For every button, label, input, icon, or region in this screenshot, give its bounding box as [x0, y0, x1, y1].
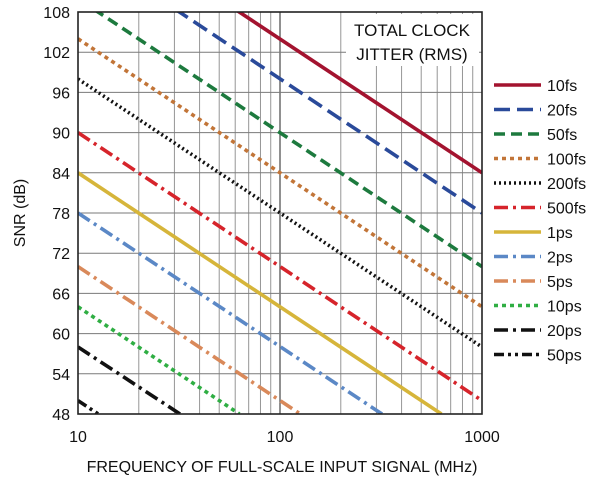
legend-label-1ps: 1ps [547, 225, 573, 242]
series-line-200fs [78, 77, 482, 349]
legend-label-10fs: 10fs [547, 78, 577, 95]
legend-label-20fs: 20fs [547, 103, 577, 120]
y-tick-label: 72 [52, 246, 70, 263]
series-line-10ps [78, 305, 241, 414]
x-tick-label: 10 [69, 429, 87, 446]
y-tick-label: 60 [52, 327, 70, 344]
legend-label-10ps: 10ps [547, 299, 582, 316]
legend-label-5ps: 5ps [547, 274, 573, 291]
annotation-line-2: JITTER (RMS) [356, 45, 467, 64]
x-tick-label: 1000 [464, 429, 500, 446]
y-tick-labels: 48 54 60 66 72 78 84 90 96 102 108 [43, 5, 70, 424]
series-line-2ps [78, 211, 384, 414]
plot-frame [77, 11, 483, 415]
legend: 10fs 20fs 50fs 100fs 200fs 500fs 1ps 2ps 5ps 10ps… [494, 78, 586, 365]
annotation-background [346, 14, 479, 66]
x-axis-title: FREQUENCY OF FULL-SCALE INPUT SIGNAL (MH… [87, 459, 478, 476]
series-line-1ps [78, 171, 443, 414]
legend-label-100fs: 100fs [547, 152, 586, 169]
legend-label-500fs: 500fs [547, 201, 586, 218]
legend-label-20ps: 20ps [547, 323, 582, 340]
y-tick-label: 90 [52, 126, 70, 143]
grid [78, 12, 482, 414]
y-tick-label: 54 [52, 367, 70, 384]
legend-label-50fs: 50fs [547, 127, 577, 144]
legend-label-200fs: 200fs [547, 176, 586, 193]
y-axis-title: SNR (dB) [12, 179, 29, 247]
series-line-50fs [94, 12, 482, 269]
series-line-20fs [176, 12, 482, 215]
legend-label-50ps: 50ps [547, 348, 582, 365]
x-tick-labels: 10 100 1000 [69, 429, 500, 446]
y-tick-label: 96 [52, 85, 70, 102]
plot-lines [78, 12, 482, 414]
series-line-50ps [78, 399, 100, 414]
series-line-10fs [235, 12, 482, 175]
y-tick-label: 108 [43, 5, 70, 22]
y-tick-label: 78 [52, 206, 70, 223]
x-tick-label: 100 [267, 429, 294, 446]
series-line-100fs [78, 37, 482, 309]
y-tick-label: 84 [52, 166, 70, 183]
annotation-line-1: TOTAL CLOCK [354, 21, 471, 40]
y-tick-label: 66 [52, 286, 70, 303]
y-tick-label: 102 [43, 45, 70, 62]
series-line-5ps [78, 265, 302, 414]
series-line-20ps [78, 345, 182, 414]
y-tick-label: 48 [52, 407, 70, 424]
legend-label-2ps: 2ps [547, 250, 573, 267]
